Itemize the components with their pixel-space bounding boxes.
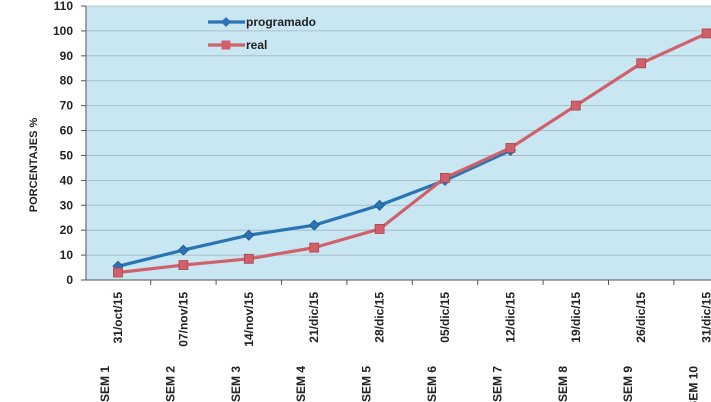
x-tick-label: 05/dic/15 SEM 6 bbox=[425, 292, 452, 402]
data-point-real bbox=[113, 267, 123, 278]
y-tick-label: 80 bbox=[60, 74, 74, 88]
x-tick-date: 07/nov/15 bbox=[176, 292, 190, 347]
legend-marker bbox=[221, 17, 231, 27]
legend-label: programado bbox=[246, 15, 316, 29]
x-tick-week: SEM 3 bbox=[229, 366, 243, 402]
data-point-real bbox=[309, 242, 320, 253]
data-point-real bbox=[570, 100, 581, 111]
gridlines bbox=[86, 5, 711, 256]
x-tick-date: 14/nov/15 bbox=[242, 292, 256, 347]
plot-area bbox=[86, 6, 711, 280]
data-point-programado bbox=[177, 244, 189, 256]
data-point-real bbox=[374, 224, 385, 234]
x-tick-label: 31/oct/15 SEM 1 bbox=[98, 292, 125, 402]
x-tick-week: SEM 4 bbox=[294, 366, 308, 402]
y-tick-label: 60 bbox=[60, 124, 74, 138]
x-tick-date: 31/dic/15 bbox=[700, 292, 711, 343]
y-tick-label: 30 bbox=[60, 198, 74, 212]
x-tick-label: 28/dic/15 SEM 5 bbox=[360, 292, 387, 402]
x-tick-week: SEM 6 bbox=[425, 366, 439, 402]
y-tick-label: 0 bbox=[66, 273, 73, 287]
data-point-programado bbox=[243, 229, 255, 241]
data-point-programado bbox=[374, 199, 386, 211]
data-point-programado bbox=[308, 219, 320, 231]
x-tick-week: SEM 7 bbox=[490, 366, 504, 402]
y-tick-label: 110 bbox=[54, 0, 74, 13]
x-tick-date: 19/dic/15 bbox=[569, 292, 583, 343]
y-tick-label: 50 bbox=[60, 148, 74, 162]
y-tick-labels: 0 10 20 30 40 50 60 70 80 90 100 110 bbox=[53, 0, 86, 287]
data-point-real bbox=[701, 28, 711, 39]
y-tick-label: 90 bbox=[60, 49, 74, 63]
x-tick-date: 12/dic/15 bbox=[503, 292, 517, 343]
data-point-real bbox=[178, 260, 189, 270]
data-point-real bbox=[636, 58, 647, 69]
legend-item-programado: programado bbox=[208, 15, 316, 29]
x-tick-label: 14/nov/15 SEM 3 bbox=[229, 292, 256, 402]
x-tick-date: 21/dic/15 bbox=[307, 292, 321, 343]
legend-marker bbox=[221, 40, 231, 50]
y-tick-label: 70 bbox=[60, 99, 74, 113]
x-tick-labels: 31/oct/15 SEM 1 07/nov/15 SEM 2 14/nov/15 SEM… bbox=[98, 280, 711, 402]
x-tick-week: SEM 9 bbox=[621, 366, 635, 402]
y-tick-label: 10 bbox=[60, 248, 74, 262]
x-tick-week: SEM 1 bbox=[98, 366, 112, 402]
y-tick-label: 100 bbox=[53, 24, 73, 38]
x-tick-date: 05/dic/15 bbox=[438, 292, 452, 343]
x-tick-date: 28/dic/15 bbox=[373, 292, 387, 343]
x-tick-label: 26/dic/15 SEM 9 bbox=[621, 292, 648, 402]
x-tick-label: 12/dic/15 SEM 7 bbox=[490, 292, 517, 402]
y-tick-label: 40 bbox=[60, 173, 74, 187]
x-tick-label: 19/dic/15 SEM 8 bbox=[556, 292, 583, 402]
series-line-real bbox=[117, 31, 708, 275]
x-tick-label: 07/nov/15 SEM 2 bbox=[163, 292, 190, 402]
legend-label: real bbox=[246, 38, 267, 52]
legend: programado real bbox=[208, 15, 316, 52]
data-point-real bbox=[505, 143, 516, 153]
x-tick-date: 26/dic/15 bbox=[634, 292, 648, 343]
legend-item-real: real bbox=[208, 38, 267, 52]
y-axis-label: PORCENTAJES % bbox=[28, 118, 40, 213]
data-point-real bbox=[440, 172, 450, 183]
y-tick-label: 20 bbox=[60, 223, 74, 237]
axes bbox=[85, 6, 711, 281]
x-tick-week: SEM 2 bbox=[163, 366, 177, 402]
x-tick-label: 21/dic/15 SEM 4 bbox=[294, 292, 321, 402]
x-tick-week: SEM 8 bbox=[556, 366, 570, 402]
x-tick-week: SEM 10 bbox=[687, 366, 701, 402]
series-layer bbox=[112, 28, 711, 278]
x-tick-week: SEM 5 bbox=[360, 366, 374, 402]
x-tick-label: 31/dic/15 SEM 10 bbox=[687, 292, 711, 402]
x-tick-date: 31/oct/15 bbox=[111, 292, 125, 344]
data-point-real bbox=[243, 253, 254, 264]
